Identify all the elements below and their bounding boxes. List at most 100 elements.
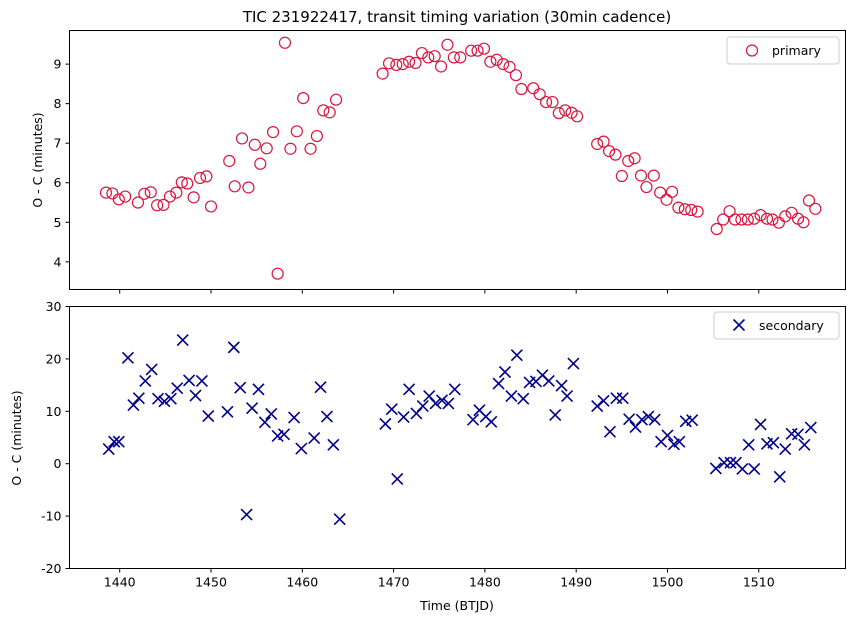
data-point-secondary: [591, 399, 604, 413]
data-point-primary: [138, 187, 151, 200]
data-point-primary: [772, 216, 785, 229]
x-tick-label: 1500: [652, 575, 684, 590]
data-point-primary: [329, 93, 343, 106]
data-point-primary: [99, 186, 113, 199]
data-point-secondary: [642, 410, 655, 423]
data-point-primary: [151, 199, 164, 212]
data-point-secondary: [603, 425, 617, 438]
data-point-primary: [465, 44, 478, 57]
x-tick-label: 1490: [560, 575, 592, 590]
data-point-secondary: [145, 363, 158, 376]
data-point-primary: [403, 55, 416, 68]
x-tick-label: 1480: [469, 575, 501, 590]
data-point-primary: [503, 60, 516, 73]
bottom-y-tick-label: 0: [54, 456, 62, 471]
data-point-secondary: [442, 397, 455, 410]
data-point-primary: [615, 169, 628, 183]
data-point-primary: [640, 180, 653, 194]
data-point-primary: [802, 194, 816, 207]
data-point-primary: [297, 92, 310, 105]
data-point-secondary: [246, 402, 259, 415]
data-point-primary: [409, 56, 422, 70]
data-point-primary: [672, 201, 685, 214]
data-point-primary: [471, 44, 484, 57]
data-point-primary: [515, 82, 528, 96]
data-point-secondary: [597, 394, 610, 407]
bottom-legend-box: [713, 311, 840, 340]
data-point-primary: [175, 176, 188, 189]
data-point-secondary: [754, 418, 767, 431]
data-point-primary: [310, 129, 324, 143]
data-point-secondary: [397, 410, 410, 424]
data-point-secondary: [498, 365, 512, 379]
data-point-primary: [628, 152, 641, 165]
top-y-tick-label: 5: [54, 215, 62, 230]
top-legend-label: primary: [772, 43, 822, 58]
data-point-secondary: [121, 351, 134, 364]
data-point-primary: [271, 267, 284, 280]
data-point-primary: [654, 186, 667, 199]
data-point-primary: [434, 60, 448, 73]
bottom-y-tick-label: 30: [46, 299, 62, 314]
data-point-primary: [200, 170, 213, 183]
data-point-secondary: [804, 421, 817, 434]
data-point-primary: [710, 222, 723, 236]
bottom-legend-marker: [732, 318, 746, 332]
top-y-axis-label: O - C (minutes): [30, 112, 45, 207]
data-point-primary: [634, 169, 648, 182]
chart-title: TIC 231922417, transit timing variation …: [242, 8, 671, 26]
bottom-panel: -20 -10 0 10 20 30 1440 1450 1460 1470 1480 1490 15…: [9, 299, 846, 613]
data-point-secondary: [314, 381, 327, 394]
data-point-primary: [665, 185, 679, 198]
data-point-primary: [685, 203, 698, 217]
data-point-primary: [144, 186, 157, 199]
data-point-primary: [647, 169, 660, 182]
data-point-primary: [728, 213, 742, 226]
data-point-primary: [119, 190, 132, 203]
bottom-data-points: [102, 333, 817, 526]
top-y-tick-label: 7: [54, 136, 62, 151]
data-point-primary: [477, 42, 491, 55]
bottom-legend-label: secondary: [759, 318, 824, 333]
data-point-secondary: [164, 392, 177, 405]
data-point-secondary: [567, 357, 580, 370]
top-y-axis: 4 5 6 7 8 9: [54, 57, 70, 269]
data-point-primary: [454, 51, 467, 64]
data-point-secondary: [403, 383, 416, 396]
bottom-y-tick-label: -20: [41, 561, 61, 576]
top-legend: primary: [726, 36, 840, 65]
data-point-secondary: [308, 431, 321, 445]
data-point-primary: [376, 67, 389, 80]
x-tick-label: 1460: [286, 575, 318, 590]
data-point-primary: [748, 212, 761, 225]
data-point-primary: [228, 180, 241, 193]
data-point-primary: [254, 157, 267, 170]
data-point-primary: [204, 200, 218, 213]
data-point-primary: [396, 58, 409, 71]
data-point-secondary: [151, 392, 165, 405]
data-point-secondary: [773, 470, 786, 483]
data-point-secondary: [379, 417, 392, 430]
data-point-primary: [390, 58, 403, 72]
data-point-primary: [441, 38, 454, 51]
data-point-secondary: [748, 462, 761, 476]
data-point-secondary: [327, 438, 340, 451]
data-point-secondary: [485, 415, 498, 428]
data-point-secondary: [221, 405, 234, 418]
top-y-tick-label: 4: [54, 254, 62, 269]
data-point-secondary: [767, 436, 780, 449]
top-data-points: [99, 36, 822, 280]
data-point-secondary: [108, 435, 121, 448]
data-point-secondary: [560, 390, 574, 403]
data-point-primary: [552, 107, 565, 120]
data-point-secondary: [673, 435, 686, 448]
data-point-secondary: [252, 383, 265, 396]
top-plot-area: [69, 30, 846, 290]
bottom-y-tick-label: 10: [46, 404, 62, 419]
data-point-primary: [187, 191, 200, 204]
data-point-primary: [591, 137, 604, 151]
data-point-primary: [809, 202, 822, 215]
data-point-primary: [317, 104, 330, 117]
data-point-primary: [304, 142, 317, 155]
